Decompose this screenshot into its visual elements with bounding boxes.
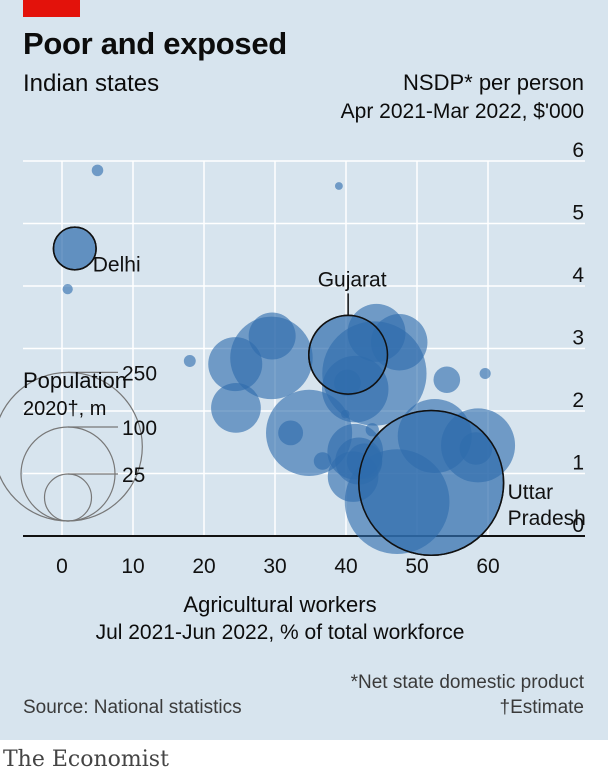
x-axis-label: Agricultural workers [183,592,377,617]
y-tick-label: 3 [572,327,584,350]
footnote-nsdp: *Net state domestic product [350,672,584,693]
y-axis-label: NSDP* per person [403,70,584,95]
bubble [62,283,73,295]
publisher-logo: The Economist [3,747,169,772]
bubble [459,432,493,465]
chart-panel: Poor and exposed Indian states NSDP* per… [0,0,608,740]
y-tick-labels: 0 1 2 3 4 5 6 [572,139,584,537]
legend-circle [0,371,143,522]
bubble [183,355,196,367]
x-tick-labels: 0 10 20 30 40 50 60 [56,555,500,578]
bubble [365,423,379,437]
bubble [313,452,332,470]
legend-circle [43,473,93,522]
bubble-outline [358,409,505,557]
label-uttar-pradesh-line2: Pradesh [508,507,586,530]
y-tick-label: 4 [572,264,584,287]
y-tick-label: 1 [572,452,584,475]
bubble [433,366,461,394]
y-tick-label: 6 [572,139,584,162]
bubble [91,164,104,177]
x-tick-label: 50 [405,555,428,578]
bubble [211,383,261,433]
brand-red-tag [23,0,80,17]
chart-title: Poor and exposed [23,26,287,61]
x-tick-label: 10 [121,555,144,578]
bubble [479,367,491,380]
bubble [371,314,428,371]
bubble-outline [52,226,97,271]
size-legend-subtitle: 2020†, m [23,398,107,420]
scatter-chart: 0 1 2 3 4 5 6 0 10 20 30 40 50 60 Delhi Gujarat Uttar P… [0,139,586,578]
footnote-estimate: †Estimate [499,697,584,718]
y-axis-sublabel: Apr 2021-Mar 2022, $'000 [340,100,584,123]
bubble [346,443,383,479]
legend-value: 25 [122,464,145,487]
x-tick-label: 60 [476,555,499,578]
legend-value: 250 [122,362,157,385]
y-tick-label: 0 [572,514,584,537]
bubbles [52,164,516,557]
bubble [334,369,361,397]
size-legend: 250 100 25 [0,362,157,522]
x-tick-label: 30 [263,555,286,578]
bubble [278,420,304,446]
x-tick-label: 0 [56,555,68,578]
size-legend-title: Population [23,368,127,393]
x-tick-label: 40 [334,555,357,578]
bubble [334,182,343,190]
label-gujarat: Gujarat [318,268,387,291]
y-tick-label: 2 [572,389,584,412]
y-tick-label: 5 [572,202,584,225]
legend-value: 100 [122,417,157,440]
chart-subtitle: Indian states [23,70,160,97]
bubble [208,337,263,392]
x-axis-sublabel: Jul 2021-Jun 2022, % of total workforce [95,621,465,644]
label-delhi: Delhi [93,254,141,277]
x-tick-label: 20 [192,555,215,578]
source-note: Source: National statistics [23,697,242,718]
annotations: Delhi Gujarat Uttar Pradesh [93,254,586,530]
label-uttar-pradesh-line1: Uttar [508,481,554,504]
bubble [248,312,296,360]
bubble [341,409,350,419]
